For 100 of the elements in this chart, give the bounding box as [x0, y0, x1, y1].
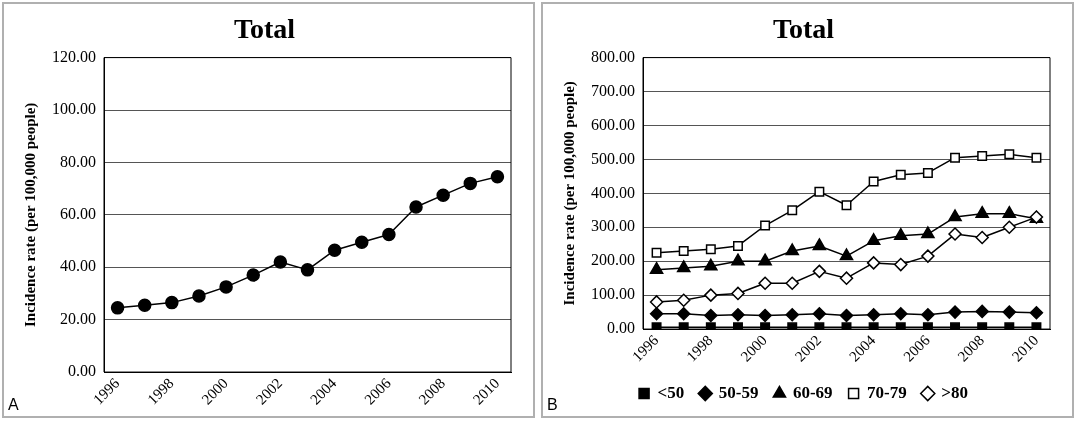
point	[1002, 220, 1017, 235]
point	[219, 280, 233, 294]
point	[649, 307, 664, 321]
y-axis-title: Incidence rate (per 100,000 people)	[560, 81, 578, 306]
point	[787, 322, 798, 330]
point	[1031, 152, 1042, 163]
text: B	[547, 396, 558, 414]
point	[868, 322, 879, 330]
y-tick-label: 0.00	[607, 319, 635, 337]
point	[893, 228, 908, 240]
point	[922, 167, 933, 178]
point	[110, 301, 125, 315]
point	[731, 253, 745, 266]
point	[895, 169, 906, 180]
text: A	[8, 396, 19, 414]
point	[704, 308, 718, 323]
point	[785, 308, 799, 322]
point	[758, 253, 772, 266]
point	[165, 295, 179, 310]
chart-title: Total	[233, 13, 296, 45]
y-tick-label: 100.00	[591, 285, 635, 303]
point	[676, 260, 691, 273]
point	[950, 322, 961, 330]
point	[678, 246, 689, 257]
point	[895, 322, 906, 330]
point	[1029, 306, 1044, 320]
y-tick-label: 100.00	[52, 100, 96, 118]
y-tick-label: 400.00	[591, 183, 635, 201]
point	[975, 230, 989, 245]
point	[785, 243, 800, 256]
point	[382, 227, 396, 242]
legend-label: 60-69	[792, 382, 833, 402]
point	[921, 308, 935, 322]
point	[921, 249, 935, 263]
point	[651, 247, 662, 258]
y-tick-label: 120.00	[52, 47, 96, 65]
point	[704, 288, 718, 302]
point	[948, 227, 962, 241]
point	[1004, 149, 1015, 160]
point	[948, 209, 962, 222]
point	[841, 200, 852, 211]
y-tick-label: 300.00	[591, 217, 635, 235]
point	[977, 322, 988, 330]
point	[812, 238, 827, 251]
legend-label: >80	[941, 382, 968, 402]
point	[704, 258, 718, 271]
point	[894, 307, 908, 321]
point	[787, 205, 798, 216]
point	[950, 152, 961, 163]
y-axis-title: Incidence rate (per 100,000 people)	[21, 102, 39, 327]
point	[1031, 322, 1042, 330]
legend-label: 70-79	[867, 382, 907, 402]
point	[975, 304, 989, 319]
point	[678, 322, 689, 330]
point	[812, 264, 827, 279]
y-tick-label: 700.00	[591, 81, 635, 99]
point	[676, 307, 691, 321]
point	[866, 256, 881, 270]
point	[1002, 205, 1017, 218]
point	[731, 308, 745, 322]
point	[921, 226, 935, 239]
point	[814, 322, 825, 330]
point	[649, 261, 664, 274]
point	[758, 308, 772, 323]
y-tick-label: 500.00	[591, 149, 635, 167]
point	[839, 271, 854, 285]
point	[922, 322, 933, 330]
point	[948, 305, 962, 319]
y-tick-label: 20.00	[60, 309, 96, 327]
point	[839, 248, 854, 261]
point	[355, 235, 369, 250]
point	[975, 205, 989, 218]
point	[246, 268, 260, 282]
y-tick-label: 600.00	[591, 115, 635, 133]
point	[676, 293, 691, 307]
point	[760, 322, 771, 330]
point	[1004, 322, 1015, 330]
point	[137, 298, 152, 312]
point	[814, 186, 825, 197]
point	[732, 240, 743, 251]
point	[977, 151, 988, 161]
point	[839, 308, 854, 323]
point	[732, 322, 743, 330]
point	[868, 176, 879, 187]
point	[273, 255, 288, 269]
point	[731, 286, 745, 301]
point	[785, 276, 799, 290]
point	[894, 257, 908, 272]
point	[1002, 305, 1017, 319]
point	[192, 289, 206, 303]
point	[758, 276, 772, 290]
point	[327, 243, 342, 257]
point	[409, 200, 423, 214]
point	[866, 308, 881, 322]
y-tick-label: 80.00	[60, 152, 96, 170]
y-tick-label: 0.00	[68, 362, 96, 380]
y-tick-label: 800.00	[591, 47, 635, 65]
point	[705, 244, 716, 255]
point	[812, 307, 827, 321]
point	[760, 220, 771, 231]
